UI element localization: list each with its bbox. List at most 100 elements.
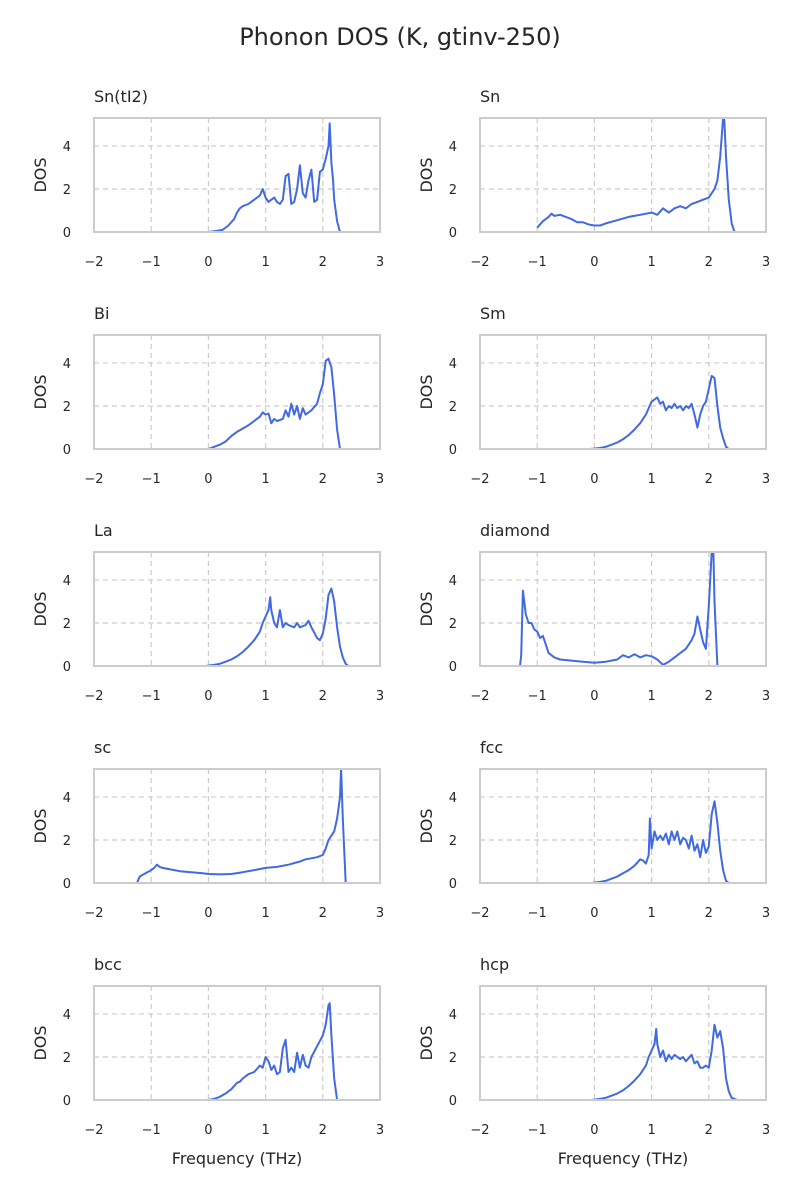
panel: La 0 2 4 −2 −1 0 1 2 3 DOS <box>31 521 384 704</box>
y-axis-label: DOS <box>417 157 436 192</box>
x-tick-label: 3 <box>376 906 384 921</box>
y-tick-label: 4 <box>449 140 457 155</box>
y-axis-label: DOS <box>417 808 436 843</box>
y-tick-label: 0 <box>63 1094 71 1109</box>
y-tick-label: 0 <box>63 877 71 892</box>
dos-series-line <box>135 769 347 883</box>
y-tick-label: 2 <box>63 400 71 415</box>
panel: Bi 0 2 4 −2 −1 0 1 2 3 DOS <box>31 304 384 487</box>
x-tick-label: 3 <box>762 255 770 270</box>
x-tick-label: 2 <box>319 906 327 921</box>
x-tick-label: −2 <box>470 906 489 921</box>
x-tick-label: 3 <box>762 1123 770 1138</box>
y-tick-label: 4 <box>449 357 457 372</box>
x-tick-label: 3 <box>376 689 384 704</box>
x-tick-label: −2 <box>84 1123 103 1138</box>
x-tick-label: 1 <box>647 472 655 487</box>
panel: Sn 0 2 4 −2 −1 0 1 2 3 DOS <box>417 87 770 270</box>
y-tick-label: 0 <box>63 226 71 241</box>
panel-title: bcc <box>94 955 122 974</box>
y-tick-label: 4 <box>63 140 71 155</box>
y-tick-label: 2 <box>449 1051 457 1066</box>
panel: bcc 0 2 4 −2 −1 0 1 2 3 DOS Frequency (THz) <box>31 955 384 1168</box>
figure-title: Phonon DOS (K, gtinv-250) <box>239 23 561 51</box>
y-tick-label: 2 <box>63 183 71 198</box>
x-tick-label: 2 <box>705 906 713 921</box>
plot-frame <box>93 117 381 233</box>
x-tick-label: 2 <box>319 255 327 270</box>
x-tick-label: −1 <box>142 255 161 270</box>
x-tick-label: 1 <box>261 255 269 270</box>
plot-frame <box>93 551 381 667</box>
y-tick-label: 0 <box>449 660 457 675</box>
x-tick-label: 1 <box>261 1123 269 1138</box>
x-tick-label: −1 <box>142 1123 161 1138</box>
y-tick-label: 2 <box>449 183 457 198</box>
dos-series-line <box>205 587 350 666</box>
x-tick-label: 3 <box>762 472 770 487</box>
x-tick-label: −2 <box>84 255 103 270</box>
x-tick-label: 2 <box>705 689 713 704</box>
x-tick-label: 2 <box>319 1123 327 1138</box>
y-tick-label: 2 <box>63 617 71 632</box>
x-tick-label: −1 <box>528 472 547 487</box>
x-tick-label: −1 <box>142 472 161 487</box>
plot-frame <box>479 768 767 884</box>
panel: diamond 0 2 4 −2 −1 0 1 2 3 DOS <box>417 521 770 704</box>
x-tick-label: 2 <box>319 472 327 487</box>
y-tick-label: 4 <box>63 1008 71 1023</box>
x-tick-label: 0 <box>204 906 212 921</box>
y-tick-label: 4 <box>449 791 457 806</box>
y-tick-label: 0 <box>449 443 457 458</box>
x-tick-label: −2 <box>470 689 489 704</box>
x-tick-label: 3 <box>376 255 384 270</box>
y-axis-label: DOS <box>417 1025 436 1060</box>
dos-series-line <box>588 374 730 449</box>
x-tick-label: 3 <box>762 906 770 921</box>
plot-frame <box>479 334 767 450</box>
dos-series-line <box>591 800 730 883</box>
panel-title: Sm <box>480 304 506 323</box>
y-axis-label: DOS <box>31 374 50 409</box>
x-tick-label: −2 <box>84 689 103 704</box>
x-tick-label: −1 <box>528 906 547 921</box>
x-tick-label: −2 <box>470 1123 489 1138</box>
panel-title: Sn(tI2) <box>94 87 148 106</box>
x-axis-label: Frequency (THz) <box>172 1149 302 1168</box>
x-tick-label: 0 <box>590 689 598 704</box>
y-tick-label: 0 <box>449 1094 457 1109</box>
x-tick-label: 0 <box>590 472 598 487</box>
panel-title: Bi <box>94 304 109 323</box>
panel-title: Sn <box>480 87 500 106</box>
y-axis-label: DOS <box>31 1025 50 1060</box>
y-tick-label: 4 <box>63 574 71 589</box>
panel: Sm 0 2 4 −2 −1 0 1 2 3 DOS <box>417 304 770 487</box>
x-tick-label: 0 <box>204 689 212 704</box>
y-tick-label: 2 <box>449 400 457 415</box>
y-tick-label: 2 <box>63 1051 71 1066</box>
x-tick-label: −1 <box>528 1123 547 1138</box>
y-tick-label: 0 <box>449 226 457 241</box>
x-tick-label: 2 <box>319 689 327 704</box>
x-tick-label: 2 <box>705 255 713 270</box>
x-tick-label: −1 <box>142 906 161 921</box>
x-tick-label: 2 <box>705 472 713 487</box>
panel-title: hcp <box>480 955 509 974</box>
x-tick-label: 1 <box>261 689 269 704</box>
plot-frame <box>479 985 767 1101</box>
y-tick-label: 4 <box>449 574 457 589</box>
y-tick-label: 0 <box>63 443 71 458</box>
panel-title: diamond <box>480 521 550 540</box>
x-tick-label: −1 <box>528 689 547 704</box>
dos-series-line <box>505 552 719 666</box>
panel: fcc 0 2 4 −2 −1 0 1 2 3 DOS <box>417 738 770 921</box>
x-tick-label: 1 <box>647 906 655 921</box>
x-tick-label: −1 <box>528 255 547 270</box>
plot-frame <box>93 985 381 1101</box>
y-tick-label: 4 <box>63 357 71 372</box>
y-tick-label: 0 <box>63 660 71 675</box>
x-tick-label: 1 <box>647 1123 655 1138</box>
dos-series-line <box>208 122 341 232</box>
x-tick-label: −2 <box>470 472 489 487</box>
